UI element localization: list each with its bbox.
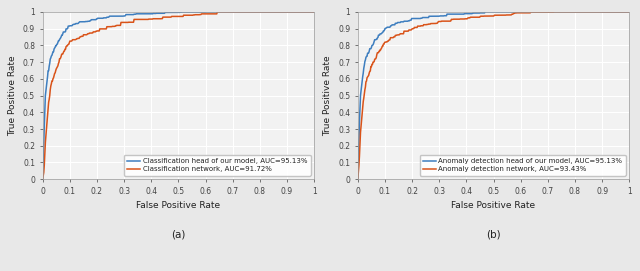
Classification head of our model, AUC=95.13% xyxy=(168,11,175,14)
Line: Anomaly detection head of our model, AUC=95.13%: Anomaly detection head of our model, AUC… xyxy=(358,12,629,179)
Y-axis label: True Positive Rate: True Positive Rate xyxy=(323,55,332,136)
Classification head of our model, AUC=95.13% xyxy=(305,10,312,14)
Anomaly detection head of our model, AUC=95.13% xyxy=(516,10,524,14)
Classification head of our model, AUC=95.13% xyxy=(310,10,318,14)
Text: (b): (b) xyxy=(486,230,501,240)
Anomaly detection head of our model, AUC=95.13% xyxy=(577,10,585,14)
Classification head of our model, AUC=95.13% xyxy=(39,178,47,181)
Classification head of our model, AUC=95.13% xyxy=(200,10,208,14)
Anomaly detection network, AUC=93.43% xyxy=(516,11,524,14)
Anomaly detection head of our model, AUC=95.13% xyxy=(481,10,489,14)
Classification network, AUC=91.72% xyxy=(310,10,318,14)
Classification network, AUC=91.72% xyxy=(168,15,175,18)
Text: (a): (a) xyxy=(172,230,186,240)
Legend: Anomaly detection head of our model, AUC=95.13%, Anomaly detection network, AUC=: Anomaly detection head of our model, AUC… xyxy=(420,155,626,176)
Classification network, AUC=91.72% xyxy=(214,10,221,14)
Classification network, AUC=91.72% xyxy=(262,10,269,14)
Anomaly detection network, AUC=93.43% xyxy=(501,14,509,17)
Classification head of our model, AUC=95.13% xyxy=(170,11,177,14)
Anomaly detection head of our model, AUC=95.13% xyxy=(501,10,509,14)
Classification head of our model, AUC=95.13% xyxy=(202,10,210,14)
Anomaly detection head of our model, AUC=95.13% xyxy=(625,10,633,14)
Anomaly detection head of our model, AUC=95.13% xyxy=(620,10,627,14)
Anomaly detection head of our model, AUC=95.13% xyxy=(485,10,493,14)
Anomaly detection network, AUC=93.43% xyxy=(354,178,362,181)
Classification head of our model, AUC=95.13% xyxy=(262,10,269,14)
Classification network, AUC=91.72% xyxy=(170,15,177,18)
Anomaly detection network, AUC=93.43% xyxy=(577,10,585,14)
Anomaly detection network, AUC=93.43% xyxy=(483,14,491,18)
Anomaly detection network, AUC=93.43% xyxy=(484,14,492,18)
Classification network, AUC=91.72% xyxy=(186,14,193,17)
Classification network, AUC=91.72% xyxy=(39,178,47,181)
Classification network, AUC=91.72% xyxy=(200,12,208,15)
X-axis label: False Positive Rate: False Positive Rate xyxy=(451,201,536,210)
Anomaly detection network, AUC=93.43% xyxy=(552,10,560,14)
Classification head of our model, AUC=95.13% xyxy=(186,10,193,14)
Line: Anomaly detection network, AUC=93.43%: Anomaly detection network, AUC=93.43% xyxy=(358,12,629,179)
Anomaly detection head of our model, AUC=95.13% xyxy=(483,10,491,14)
X-axis label: False Positive Rate: False Positive Rate xyxy=(136,201,220,210)
Line: Classification head of our model, AUC=95.13%: Classification head of our model, AUC=95… xyxy=(43,12,314,179)
Anomaly detection head of our model, AUC=95.13% xyxy=(354,178,362,181)
Y-axis label: True Positive Rate: True Positive Rate xyxy=(8,55,17,136)
Classification network, AUC=91.72% xyxy=(305,10,312,14)
Line: Classification network, AUC=91.72%: Classification network, AUC=91.72% xyxy=(43,12,314,179)
Anomaly detection network, AUC=93.43% xyxy=(620,10,627,14)
Legend: Classification head of our model, AUC=95.13%, Classification network, AUC=91.72%: Classification head of our model, AUC=95… xyxy=(124,155,310,176)
Anomaly detection network, AUC=93.43% xyxy=(625,10,633,14)
